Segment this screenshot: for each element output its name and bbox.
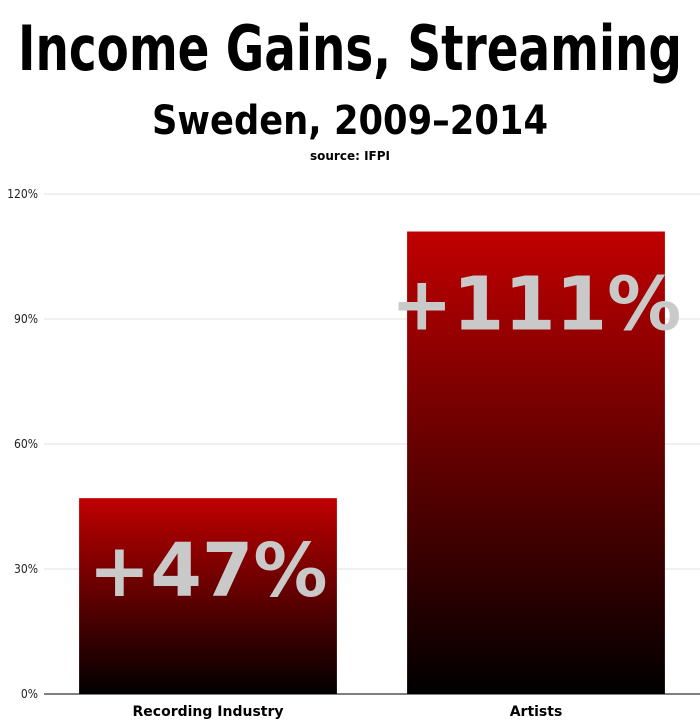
- chart-subtitle: Sweden, 2009–2014: [152, 98, 548, 144]
- y-tick-label: 60%: [14, 437, 38, 451]
- y-tick-label: 30%: [14, 562, 38, 576]
- x-axis: Recording Industry Artists: [133, 704, 563, 720]
- x-tick-label: Artists: [510, 704, 563, 720]
- chart-source: source: IFPI: [310, 149, 390, 163]
- x-tick-label: Recording Industry: [133, 704, 284, 720]
- data-label: +47%: [88, 528, 327, 614]
- y-tick-label: 90%: [14, 312, 38, 326]
- y-axis: 0% 30% 60% 90% 120%: [7, 187, 38, 701]
- y-tick-label: 120%: [7, 187, 38, 201]
- data-labels: +47% +111%: [88, 262, 681, 615]
- data-label: +111%: [391, 262, 682, 348]
- bar: [79, 498, 337, 694]
- bar: [407, 231, 665, 694]
- y-tick-label: 0%: [21, 687, 38, 701]
- chart-title: Income Gains, Streaming: [18, 12, 682, 85]
- bars: [79, 231, 665, 694]
